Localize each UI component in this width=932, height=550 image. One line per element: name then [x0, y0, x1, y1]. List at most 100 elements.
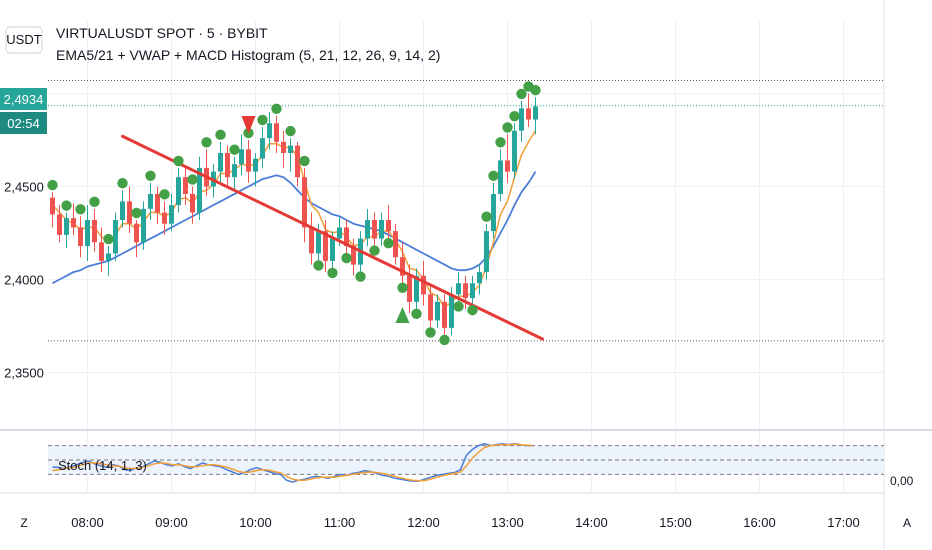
- time-tick-label: 17:00: [827, 515, 860, 530]
- signal-dot: [131, 207, 142, 219]
- candle-body: [351, 246, 356, 265]
- signal-dot: [488, 170, 499, 181]
- timezone-button[interactable]: [14, 513, 34, 533]
- signal-dot: [383, 237, 394, 249]
- candle-body: [64, 218, 69, 235]
- time-tick-label: 12:00: [407, 515, 440, 530]
- candle-body: [155, 193, 160, 213]
- candle-body: [519, 108, 524, 131]
- price-tick-label: 2,4000: [4, 273, 44, 288]
- signal-dot: [89, 196, 100, 208]
- candle-body: [288, 145, 293, 154]
- candle-body: [197, 167, 202, 213]
- candle-body: [99, 242, 104, 261]
- candle-body: [435, 301, 440, 321]
- signal-dot: [313, 260, 324, 271]
- stoch-pane: [48, 442, 884, 483]
- vwap-path: [52, 171, 537, 284]
- candle-body: [183, 177, 188, 194]
- signal-dot: [495, 137, 506, 148]
- candle-body: [407, 275, 412, 302]
- signal-dot: [229, 144, 240, 155]
- candle-body: [414, 275, 419, 302]
- candle-body: [134, 223, 139, 243]
- signal-dot: [481, 211, 492, 222]
- candle-body: [512, 130, 517, 172]
- signal-dot: [425, 327, 436, 338]
- candle-body: [302, 177, 307, 228]
- signal-dot: [509, 111, 520, 122]
- candle-body: [470, 283, 475, 299]
- candle-body: [421, 275, 426, 295]
- candle-body: [190, 193, 195, 213]
- signal-dot: [145, 170, 156, 181]
- candle-body: [78, 227, 83, 247]
- candle-body: [393, 231, 398, 258]
- candle-body: [246, 149, 251, 172]
- candle-body: [491, 193, 496, 232]
- currency-button[interactable]: [5, 26, 43, 54]
- signal-dot: [516, 88, 527, 100]
- signal-dot: [341, 252, 352, 264]
- signal-arrows: [241, 115, 410, 323]
- candle-body: [225, 153, 230, 178]
- candle-body: [141, 208, 146, 243]
- candle-body: [316, 231, 321, 254]
- indicator-name: EMA5/21 + VWAP + MACD Histogram (5, 21, …: [56, 47, 440, 63]
- signal-dot: [117, 178, 128, 189]
- signal-dot: [173, 155, 184, 167]
- candle-body: [176, 177, 181, 206]
- stoch-label: Stoch (14, 1, 3): [58, 458, 147, 473]
- signal-dot: [397, 282, 408, 293]
- signal-dot: [355, 271, 366, 282]
- candle-body: [484, 231, 489, 273]
- signal-dot: [201, 137, 212, 148]
- signal-dot: [285, 125, 296, 137]
- auto-scale-button[interactable]: [897, 513, 917, 533]
- time-tick-label: 09:00: [155, 515, 188, 530]
- time-axis[interactable]: 08:00 09:00 10:00 11:00 12:00 13:00 14:00 15:00…: [71, 515, 860, 530]
- ema5-path: [51, 130, 537, 309]
- candle-body: [323, 231, 328, 261]
- signal-dot: [271, 103, 282, 115]
- candle-body: [456, 283, 461, 295]
- a-icon: A: [903, 516, 911, 530]
- candle-body: [92, 219, 97, 243]
- signal-dot: [327, 267, 338, 279]
- signal-dot: [439, 334, 450, 346]
- signal-dot: [103, 233, 114, 245]
- signal-dot: [453, 301, 464, 312]
- candle-body: [148, 193, 153, 209]
- ema5-line: [51, 130, 537, 309]
- candle-body: [232, 164, 237, 178]
- candle-body: [113, 219, 118, 254]
- signal-dot: [411, 308, 422, 320]
- time-tick-label: 11:00: [324, 515, 356, 530]
- last-price-chip: 2,4934: [0, 88, 47, 110]
- z-icon: Z: [20, 516, 27, 530]
- candle-body: [71, 218, 76, 228]
- signal-dot: [299, 155, 310, 167]
- price-tick-label: 2,4500: [4, 180, 44, 195]
- candle-body: [386, 219, 391, 232]
- signal-dots: [47, 81, 541, 346]
- time-tick-label: 10:00: [239, 515, 272, 530]
- candle-body: [505, 160, 510, 172]
- signal-dot: [47, 179, 58, 191]
- trend-line-segment[interactable]: [121, 134, 544, 341]
- signal-dot: [187, 174, 198, 185]
- candle-body: [239, 149, 244, 165]
- stoch-k-line: [52, 442, 533, 483]
- time-tick-label: 14:00: [575, 515, 608, 530]
- candle-body: [57, 214, 62, 235]
- trend-line[interactable]: [121, 134, 544, 341]
- candle-body: [463, 283, 468, 299]
- signal-dot: [159, 189, 170, 200]
- candle-body: [372, 219, 377, 239]
- candle-body: [260, 138, 265, 159]
- candle-body: [274, 123, 279, 142]
- countdown-chip: 02:54: [0, 112, 47, 134]
- stoch-axis-label: 0,00: [890, 474, 914, 488]
